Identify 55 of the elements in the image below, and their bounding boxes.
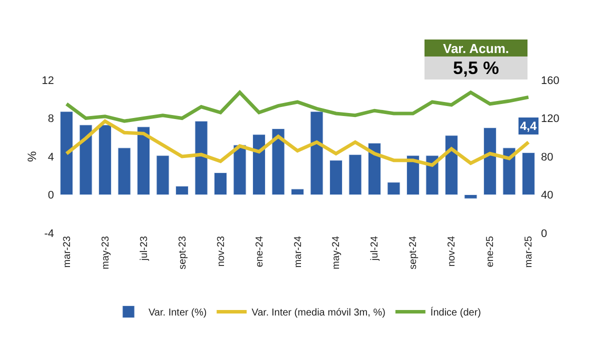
line-series — [64, 90, 530, 123]
x-tick-label: jul-24 — [370, 236, 381, 262]
bar — [156, 155, 170, 195]
bar — [368, 142, 381, 195]
bar — [444, 135, 458, 195]
x-tick-label: jul-23 — [138, 236, 150, 262]
y-tick-label: 8 — [48, 113, 54, 126]
x-tick-label: may-24 — [331, 236, 342, 270]
bar — [176, 186, 189, 195]
text: 5,5 % — [452, 58, 500, 78]
y-tick-label: 4 — [48, 151, 54, 164]
bar — [252, 134, 266, 195]
x-tick-label: mar-25 — [524, 236, 535, 268]
x-tick-label: sept-23 — [177, 236, 188, 270]
bar — [214, 172, 228, 195]
bar — [329, 160, 342, 195]
bar — [406, 155, 420, 195]
bar — [464, 194, 478, 199]
bar — [387, 182, 400, 195]
bar — [98, 124, 112, 195]
bar — [233, 144, 246, 195]
x-tick-label: ene-25 — [485, 236, 496, 268]
y2-tick-label: 160 — [541, 74, 560, 87]
bar — [194, 120, 208, 195]
bar — [137, 126, 150, 195]
bar — [502, 148, 516, 195]
bar — [310, 111, 324, 195]
x-tick-label: may-23 — [100, 236, 112, 270]
x-tick-label: ene-24 — [254, 236, 266, 268]
bar — [118, 148, 131, 195]
bar — [60, 111, 74, 195]
legend-label: Var. Inter (%) — [148, 308, 207, 319]
bar — [291, 188, 304, 195]
y2-tick-label: 80 — [541, 151, 554, 164]
y-tick-label: 12 — [42, 74, 54, 87]
x-tick-label: mar-24 — [292, 236, 304, 268]
y2-tick-label: 120 — [541, 113, 560, 126]
x-tick-label: nov-23 — [216, 236, 227, 267]
bar — [79, 124, 92, 195]
bar — [522, 152, 535, 195]
y-tick-label: 0 — [48, 190, 54, 202]
data-label: 4,4 — [520, 119, 538, 133]
bar — [272, 128, 285, 195]
bar — [483, 128, 496, 195]
y-tick-label: -4 — [44, 228, 54, 240]
legend-label: Índice (der) — [430, 306, 481, 319]
text: Var. Acum. — [443, 41, 509, 56]
bar — [348, 154, 362, 195]
y-axis-title: % — [25, 150, 40, 162]
x-tick-label: nov-24 — [446, 236, 458, 267]
y2-tick-label: 0 — [541, 228, 548, 240]
legend-label: Var. Inter (media móvil 3m, %) — [252, 308, 386, 319]
x-tick-label: sept-24 — [408, 236, 420, 270]
y2-tick-label: 40 — [541, 190, 554, 202]
x-tick-label: mar-23 — [62, 236, 73, 268]
